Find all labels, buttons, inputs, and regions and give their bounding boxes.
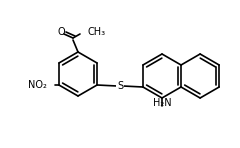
Text: H₂N: H₂N <box>153 98 171 108</box>
Text: NO₂: NO₂ <box>28 80 47 90</box>
Text: S: S <box>117 81 123 91</box>
Text: O: O <box>57 27 65 37</box>
Text: CH₃: CH₃ <box>87 27 105 37</box>
